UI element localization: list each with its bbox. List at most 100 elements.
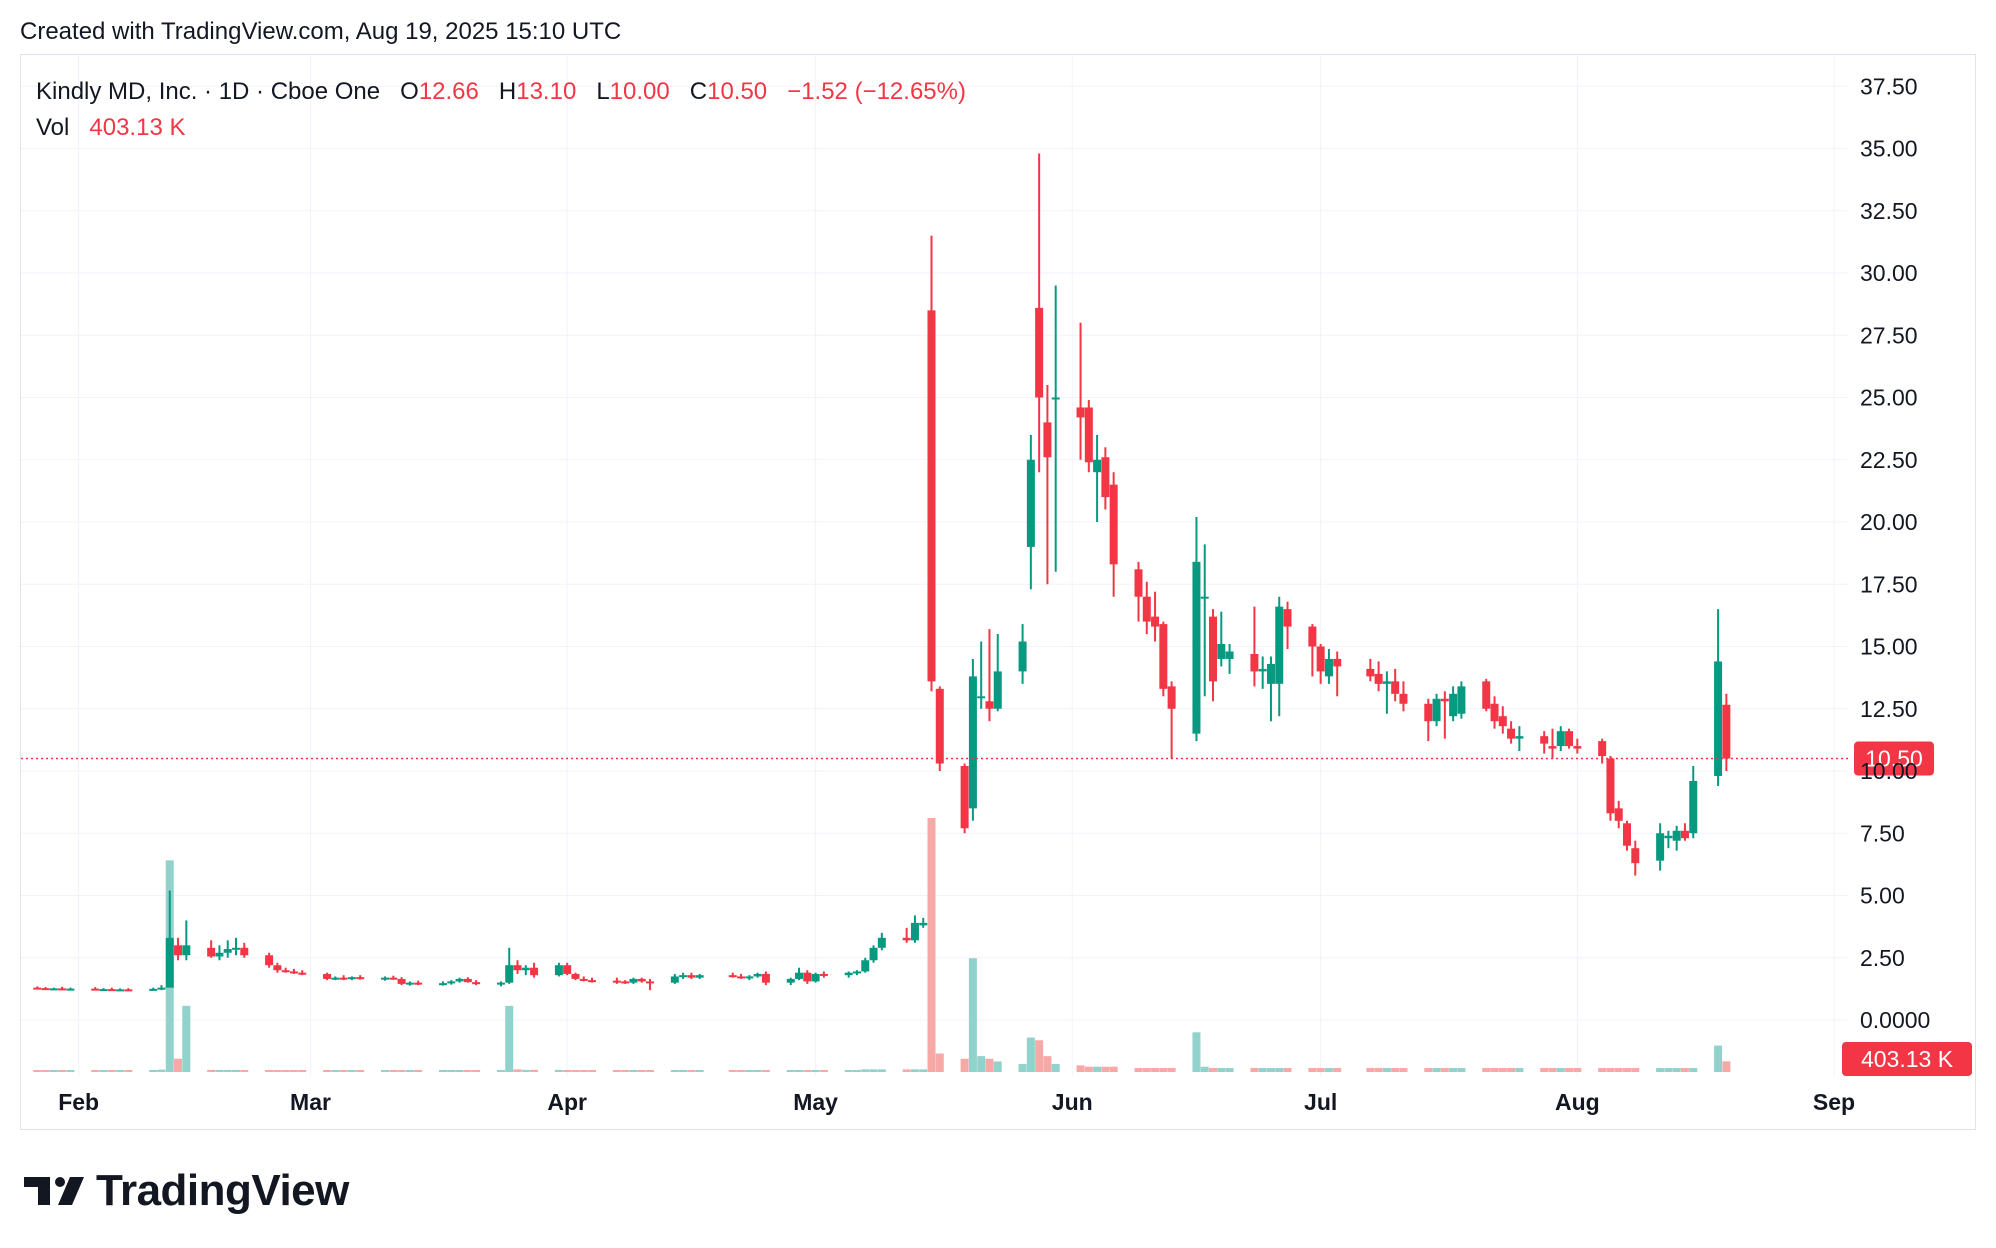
- candle-body: [1266, 663, 1275, 684]
- candle-body: [298, 972, 307, 975]
- price-tick-label: 17.50: [1860, 571, 1918, 597]
- volume-bar: [563, 1070, 572, 1072]
- candle-body: [637, 978, 646, 982]
- volume-bar: [612, 1070, 621, 1072]
- candle-body: [41, 988, 50, 991]
- chart-credit: Created with TradingView.com, Aug 19, 20…: [20, 18, 622, 45]
- volume-bar: [1026, 1037, 1035, 1072]
- candle-body: [381, 977, 390, 980]
- volume-bar: [1076, 1065, 1085, 1072]
- candle-body: [472, 982, 481, 985]
- volume-bar: [902, 1069, 911, 1072]
- candle-body: [1614, 808, 1623, 821]
- candle-body: [1482, 681, 1491, 709]
- candle-body: [968, 676, 977, 809]
- candle-body: [1151, 616, 1160, 627]
- volume-bar: [1490, 1068, 1499, 1072]
- volume-bar: [1722, 1061, 1731, 1072]
- price-tick-label: 35.00: [1860, 136, 1918, 162]
- volume-bar: [629, 1070, 638, 1072]
- volume-bar: [174, 1058, 183, 1072]
- last-price-badge: [1854, 741, 1934, 776]
- candle-body: [869, 947, 878, 961]
- time-tick-label: Apr: [547, 1089, 587, 1115]
- time-tick-label: May: [793, 1089, 838, 1115]
- candle-body: [1084, 407, 1093, 463]
- candle-body: [33, 987, 42, 990]
- candle-body: [289, 971, 298, 974]
- volume-bar: [1598, 1068, 1607, 1072]
- volume-bar: [1366, 1068, 1375, 1072]
- volume-bar: [66, 1070, 75, 1072]
- volume-bar: [1556, 1068, 1565, 1072]
- candle-body: [505, 965, 514, 983]
- candle-body: [1366, 668, 1375, 677]
- volume-bar: [1540, 1068, 1549, 1072]
- candle-body: [339, 977, 348, 980]
- volume-bar: [116, 1070, 125, 1072]
- time-tick-label: Jul: [1304, 1089, 1337, 1115]
- candle-body: [107, 989, 116, 992]
- chart-frame[interactable]: [20, 54, 1976, 1130]
- price-tick-label: 20.00: [1860, 509, 1918, 535]
- last-price-label: 10.50: [1865, 746, 1923, 772]
- candle-body: [455, 978, 464, 982]
- price-tick-label: 25.00: [1860, 385, 1918, 411]
- volume-bar: [1051, 1064, 1060, 1072]
- price-tick-label: 7.50: [1860, 820, 1905, 846]
- candle-body: [1689, 780, 1698, 834]
- candle-body: [1200, 596, 1209, 599]
- volume-bar: [645, 1070, 654, 1072]
- candle-body: [1391, 681, 1400, 694]
- candle-body: [1109, 484, 1118, 565]
- volume-bar: [1374, 1068, 1383, 1072]
- candle-body: [861, 960, 870, 972]
- volume-bar: [1159, 1068, 1168, 1072]
- legend-symbol: Kindly MD, Inc. · 1D · Cboe One: [36, 78, 381, 105]
- price-tick-label: 2.50: [1860, 945, 1905, 971]
- volume-bar: [1084, 1066, 1093, 1072]
- candle-body: [753, 973, 762, 977]
- volume-bar: [91, 1070, 100, 1072]
- volume-bar: [1449, 1068, 1458, 1072]
- tradingview-logo-icon: [24, 1177, 84, 1205]
- volume-bar: [588, 1070, 597, 1072]
- volume-bar: [513, 1069, 522, 1072]
- volume-bar: [347, 1070, 356, 1072]
- price-tick-label: 5.00: [1860, 883, 1905, 909]
- legend-low-label: L: [596, 78, 610, 105]
- volume-bar: [1134, 1068, 1143, 1072]
- volume-bar: [745, 1070, 754, 1072]
- candle-body: [1382, 681, 1391, 684]
- volume-bar: [1606, 1068, 1615, 1072]
- candle-body: [1449, 693, 1458, 717]
- candle-body: [1142, 596, 1151, 622]
- candle-body: [397, 978, 406, 984]
- legend-high-value: 13.10: [516, 78, 577, 105]
- legend-close-value: 10.50: [707, 78, 768, 105]
- candle-body: [1498, 716, 1507, 727]
- volume-bar: [993, 1061, 1002, 1072]
- volume-bar: [1225, 1068, 1234, 1072]
- candle-body: [149, 988, 158, 991]
- volume-bar: [670, 1070, 679, 1072]
- volume-bar: [1689, 1068, 1698, 1072]
- volume-bar: [877, 1069, 886, 1072]
- candle-body: [1167, 686, 1176, 709]
- candle-body: [852, 971, 861, 974]
- volume-bar: [1664, 1068, 1673, 1072]
- volume-bar: [1623, 1068, 1632, 1072]
- volume-bar: [265, 1070, 274, 1072]
- candle-body: [215, 952, 224, 957]
- candle-body: [1026, 459, 1035, 547]
- volume-bar: [1498, 1068, 1507, 1072]
- price-tick-label: 32.50: [1860, 198, 1918, 224]
- tradingview-logo[interactable]: TradingView: [22, 1166, 349, 1216]
- candle-body: [1515, 736, 1524, 739]
- candle-body: [1540, 736, 1549, 744]
- candle-body: [819, 973, 828, 976]
- price-tick-label: 30.00: [1860, 260, 1918, 286]
- candle-body: [1606, 758, 1615, 814]
- candle-body: [1051, 397, 1060, 400]
